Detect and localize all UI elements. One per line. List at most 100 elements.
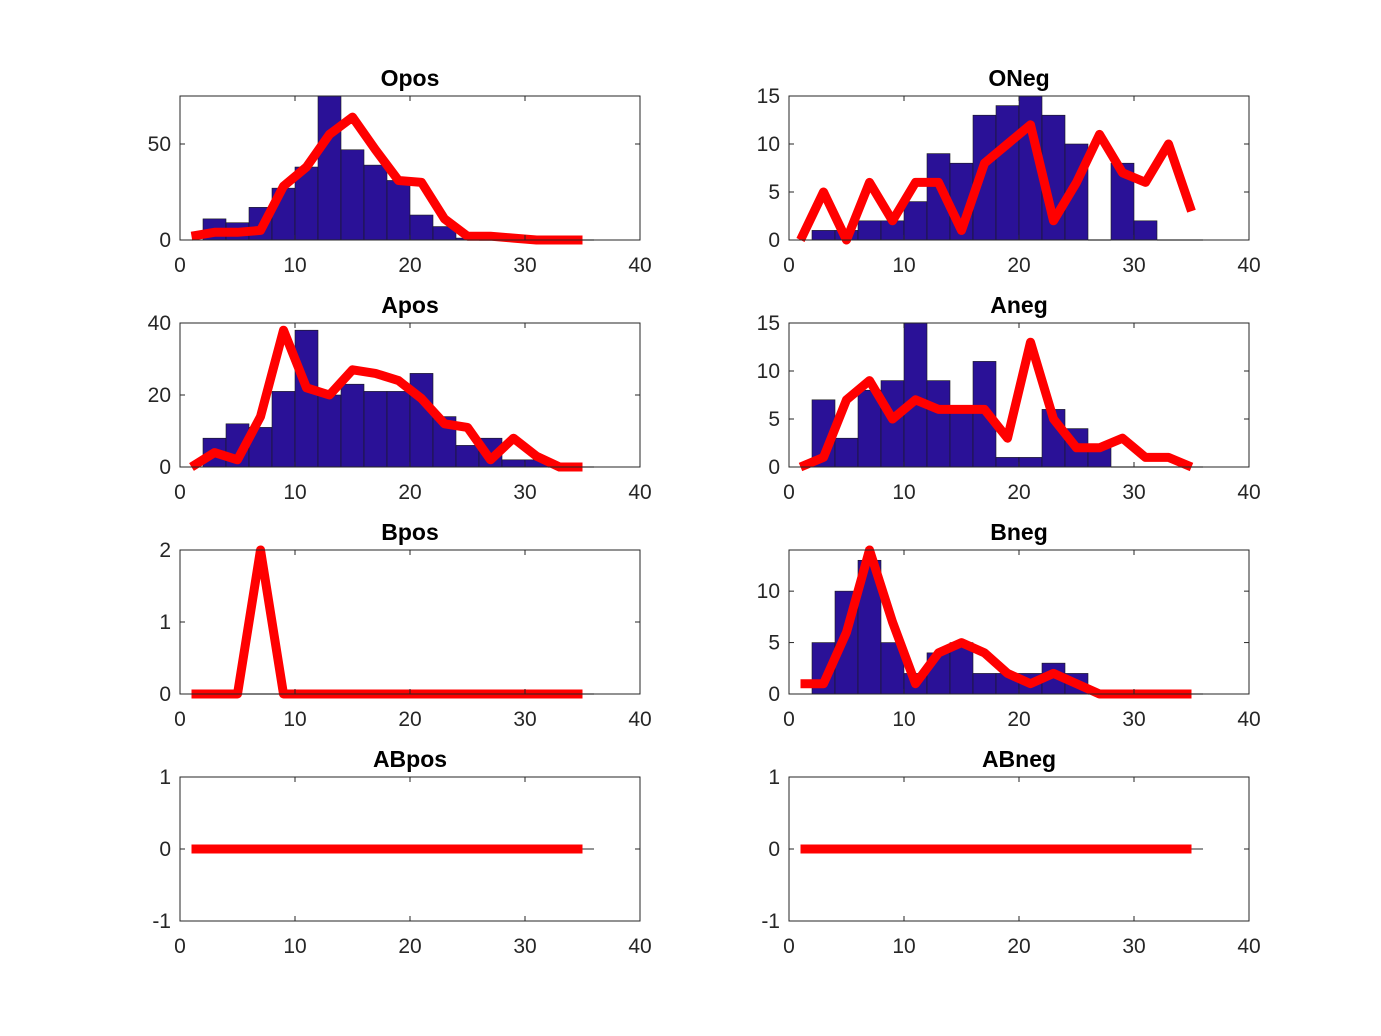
x-tick-label: 20 (398, 935, 421, 958)
chart-title: ONeg (988, 65, 1049, 91)
x-tick-label: 40 (1237, 708, 1260, 731)
x-tick-label: 40 (628, 935, 651, 958)
x-tick-label: 30 (513, 935, 536, 958)
histogram-bar (294, 329, 319, 468)
histogram-bar (340, 149, 365, 241)
x-tick-label: 0 (783, 254, 795, 277)
chart-title: ABpos (373, 746, 447, 772)
x-tick-label: 30 (1122, 254, 1145, 277)
histogram-bar (857, 220, 882, 241)
y-tick-label: 0 (768, 683, 780, 706)
histogram-bar (363, 391, 388, 468)
chart-title: Aneg (990, 292, 1048, 318)
histogram-bar (455, 445, 480, 468)
chart-apos: 0 10 20 30 40 0 20 40 Apos (148, 292, 652, 504)
histogram-bar (926, 380, 951, 468)
histogram-bar (834, 437, 859, 468)
y-tick-label: -1 (761, 910, 780, 933)
chart-title: Apos (381, 292, 439, 318)
histogram-bar (995, 105, 1020, 241)
y-tick-label: 0 (768, 229, 780, 252)
x-tick-label: 20 (1007, 481, 1030, 504)
chart-title: Bneg (990, 519, 1048, 545)
chart-aneg: 0 10 20 30 40 0 5 10 15 Aneg (757, 292, 1261, 504)
chart-oneg: 0 10 20 30 40 0 5 10 15 ONeg (757, 65, 1261, 277)
x-tick-label: 30 (1122, 708, 1145, 731)
x-tick-label: 10 (283, 935, 306, 958)
series-line (796, 120, 1196, 245)
chart-title: ABneg (982, 746, 1056, 772)
histogram-bar (340, 383, 365, 468)
x-tick-label: 20 (1007, 254, 1030, 277)
x-tick-label: 10 (283, 708, 306, 731)
chart-title: Opos (381, 65, 440, 91)
series-line (190, 112, 583, 245)
histogram-bar (880, 380, 905, 468)
chart-title: Bpos (381, 519, 439, 545)
x-tick-label: 10 (892, 254, 915, 277)
y-tick-label: 0 (159, 683, 171, 706)
histogram-bar (1133, 220, 1158, 241)
x-tick-label: 10 (283, 254, 306, 277)
x-tick-label: 40 (628, 481, 651, 504)
x-tick-label: 40 (1237, 935, 1260, 958)
y-tick-label: 10 (757, 580, 780, 603)
x-tick-label: 0 (174, 254, 186, 277)
y-tick-label: 1 (159, 766, 171, 789)
x-tick-label: 0 (783, 708, 795, 731)
y-tick-label: 50 (148, 133, 171, 156)
histogram-bar (811, 230, 836, 241)
x-tick-label: 20 (398, 708, 421, 731)
y-tick-label: 40 (148, 312, 171, 335)
x-tick-label: 40 (1237, 254, 1260, 277)
histogram-bar (317, 394, 342, 468)
x-tick-label: 20 (1007, 708, 1030, 731)
histogram-bar (386, 180, 411, 241)
x-tick-label: 0 (783, 481, 795, 504)
chart-bneg: 0 10 20 30 40 0 5 10 Bneg (757, 519, 1261, 731)
y-tick-label: 5 (768, 408, 780, 431)
y-tick-label: 10 (757, 360, 780, 383)
y-tick-label: 2 (159, 539, 171, 562)
x-tick-label: 30 (513, 708, 536, 731)
histogram-bar (995, 457, 1020, 468)
histogram-bar (949, 409, 974, 468)
histogram-bar (501, 459, 526, 468)
x-tick-label: 10 (892, 481, 915, 504)
y-tick-label: 15 (757, 312, 780, 335)
y-tick-label: 1 (159, 611, 171, 634)
x-tick-label: 20 (398, 254, 421, 277)
histogram-bar (363, 164, 388, 241)
chart-opos: 0 10 20 30 40 0 50 Opos (148, 65, 652, 277)
histogram-bar (271, 391, 296, 468)
y-tick-label: 0 (159, 456, 171, 479)
y-tick-label: 0 (159, 229, 171, 252)
x-tick-label: 20 (398, 481, 421, 504)
x-tick-label: 40 (628, 708, 651, 731)
x-tick-label: 20 (1007, 935, 1030, 958)
y-tick-label: 5 (768, 632, 780, 655)
y-tick-label: 5 (768, 181, 780, 204)
histogram-bar (903, 201, 928, 241)
x-tick-label: 0 (783, 935, 795, 958)
x-tick-label: 10 (892, 935, 915, 958)
x-tick-label: 0 (174, 481, 186, 504)
x-tick-label: 0 (174, 708, 186, 731)
chart-bpos: 0 10 20 30 40 0 1 2 Bpos (159, 519, 651, 731)
y-tick-label: 1 (768, 766, 780, 789)
series-line (189, 325, 583, 472)
x-tick-label: 30 (1122, 935, 1145, 958)
x-tick-label: 10 (892, 708, 915, 731)
x-tick-label: 40 (1237, 481, 1260, 504)
x-tick-label: 10 (283, 481, 306, 504)
histogram-bar (409, 214, 434, 241)
x-tick-label: 40 (628, 254, 651, 277)
histogram-bar (972, 673, 997, 695)
histogram-bar (317, 95, 342, 241)
series-line (798, 337, 1194, 472)
x-tick-label: 0 (174, 935, 186, 958)
y-tick-label: 20 (148, 384, 171, 407)
